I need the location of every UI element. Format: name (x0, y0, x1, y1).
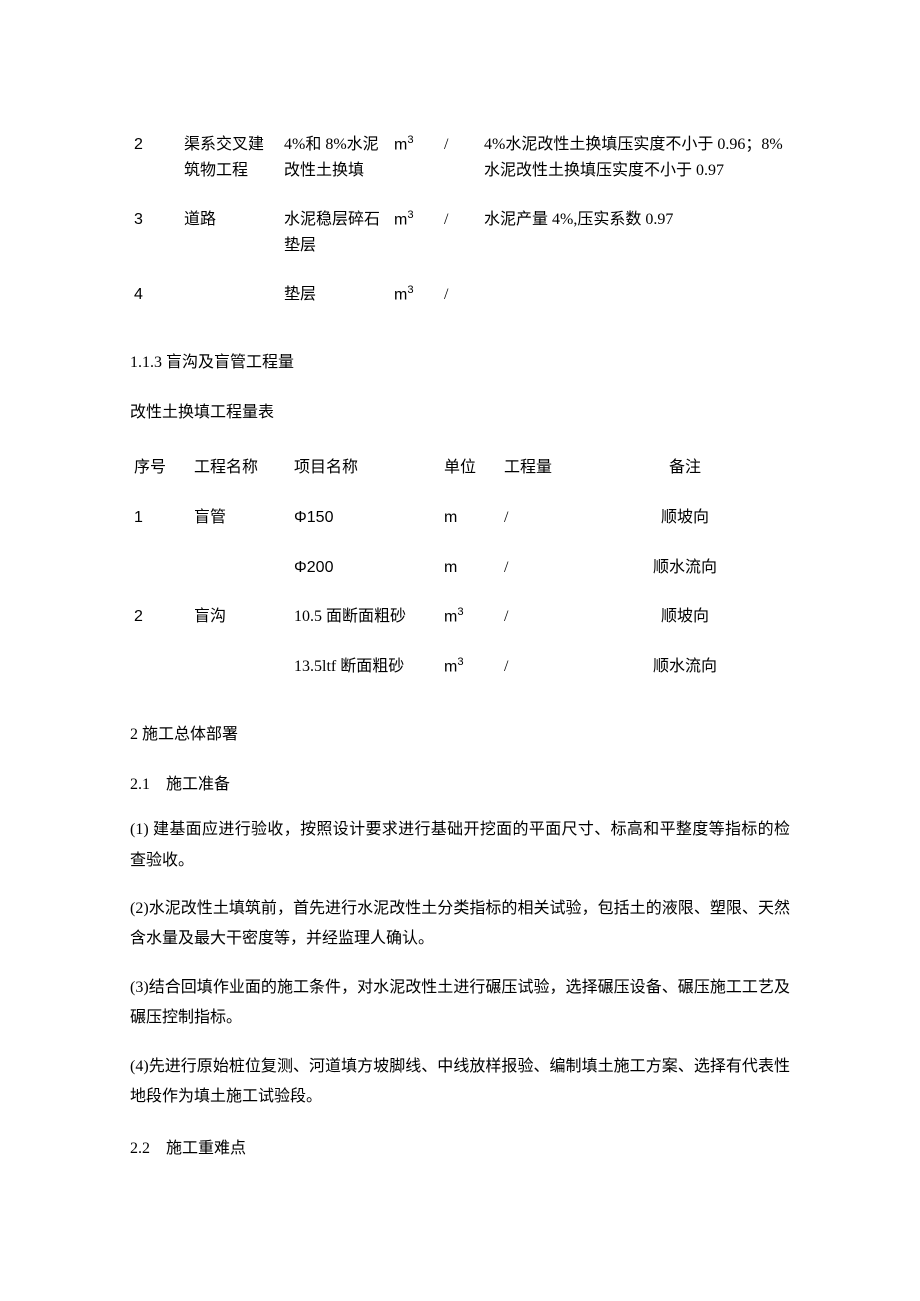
table-modified-soil: 2 渠系交叉建筑物工程 4%和 8%水泥改性土换填 m3 / 4%水泥改性土换填… (130, 120, 790, 320)
paragraph: (1) 建基面应进行验收，按照设计要求进行基础开挖面的平面尺寸、标高和平整度等指… (130, 815, 790, 876)
cell-proj (190, 543, 290, 593)
cell-item: 水泥稳层碎石垫层 (280, 195, 390, 270)
table-row: 4 垫层 m3 / (130, 270, 790, 320)
cell-no: 1 (130, 493, 190, 543)
col-qty: 工程量 (500, 443, 580, 493)
table-blind-ditch-pipe: 序号 工程名称 项目名称 单位 工程量 备注 1 盲管 Φ150 m / 顺坡向… (130, 443, 790, 692)
cell-unit: m (440, 493, 500, 543)
cell-unit: m3 (390, 195, 440, 270)
cell-qty: / (500, 592, 580, 642)
table-row: 13.5ltf 断面粗砂 m3 / 顺水流向 (130, 642, 790, 692)
heading-21: 2.1 施工准备 (130, 772, 790, 798)
cell-item: Φ150 (290, 493, 440, 543)
document-page: 2 渠系交叉建筑物工程 4%和 8%水泥改性土换填 m3 / 4%水泥改性土换填… (0, 0, 920, 1260)
paragraph: (2)水泥改性土填筑前，首先进行水泥改性土分类指标的相关试验，包括土的液限、塑限… (130, 894, 790, 955)
cell-qty: / (440, 120, 480, 195)
paragraph: (4)先进行原始桩位复测、河道填方坡脚线、中线放样报验、编制填土施工方案、选择有… (130, 1052, 790, 1113)
cell-note: 顺坡向 (580, 493, 790, 543)
col-item: 项目名称 (290, 443, 440, 493)
cell-proj: 道路 (180, 195, 280, 270)
cell-unit: m3 (440, 642, 500, 692)
table2-caption: 改性土换填工程量表 (130, 400, 790, 426)
cell-proj: 盲沟 (190, 592, 290, 642)
cell-proj (190, 642, 290, 692)
cell-qty: / (440, 270, 480, 320)
cell-no: 4 (130, 270, 180, 320)
table-row: 1 盲管 Φ150 m / 顺坡向 (130, 493, 790, 543)
cell-item: 垫层 (280, 270, 390, 320)
cell-qty: / (500, 493, 580, 543)
table-row: Φ200 m / 顺水流向 (130, 543, 790, 593)
cell-item: 13.5ltf 断面粗砂 (290, 642, 440, 692)
cell-no: 2 (130, 592, 190, 642)
cell-proj (180, 270, 280, 320)
heading-22: 2.2 施工重难点 (130, 1136, 790, 1162)
table-row: 2 盲沟 10.5 面断面粗砂 m3 / 顺坡向 (130, 592, 790, 642)
cell-unit: m3 (390, 120, 440, 195)
cell-note: 水泥产量 4%,压实系数 0.97 (480, 195, 790, 270)
cell-note: 顺坡向 (580, 592, 790, 642)
col-no: 序号 (130, 443, 190, 493)
cell-note: 4%水泥改性土换填压实度不小于 0.96；8%水泥改性土换填压实度不小于 0.9… (480, 120, 790, 195)
heading-113: 1.1.3 盲沟及盲管工程量 (130, 350, 790, 376)
table-row: 2 渠系交叉建筑物工程 4%和 8%水泥改性土换填 m3 / 4%水泥改性土换填… (130, 120, 790, 195)
cell-no: 3 (130, 195, 180, 270)
cell-item: Φ200 (290, 543, 440, 593)
cell-no (130, 543, 190, 593)
cell-no: 2 (130, 120, 180, 195)
heading-2: 2 施工总体部署 (130, 722, 790, 748)
paragraph: (3)结合回填作业面的施工条件，对水泥改性土进行碾压试验，选择碾压设备、碾压施工… (130, 973, 790, 1034)
cell-item: 4%和 8%水泥改性土换填 (280, 120, 390, 195)
table-row: 3 道路 水泥稳层碎石垫层 m3 / 水泥产量 4%,压实系数 0.97 (130, 195, 790, 270)
cell-qty: / (500, 642, 580, 692)
cell-no (130, 642, 190, 692)
cell-unit: m3 (390, 270, 440, 320)
cell-qty: / (440, 195, 480, 270)
cell-proj: 渠系交叉建筑物工程 (180, 120, 280, 195)
cell-note (480, 270, 790, 320)
cell-note: 顺水流向 (580, 642, 790, 692)
col-note: 备注 (580, 443, 790, 493)
cell-unit: m (440, 543, 500, 593)
cell-proj: 盲管 (190, 493, 290, 543)
cell-unit: m3 (440, 592, 500, 642)
cell-note: 顺水流向 (580, 543, 790, 593)
col-proj: 工程名称 (190, 443, 290, 493)
col-unit: 单位 (440, 443, 500, 493)
table-header-row: 序号 工程名称 项目名称 单位 工程量 备注 (130, 443, 790, 493)
cell-item: 10.5 面断面粗砂 (290, 592, 440, 642)
cell-qty: / (500, 543, 580, 593)
